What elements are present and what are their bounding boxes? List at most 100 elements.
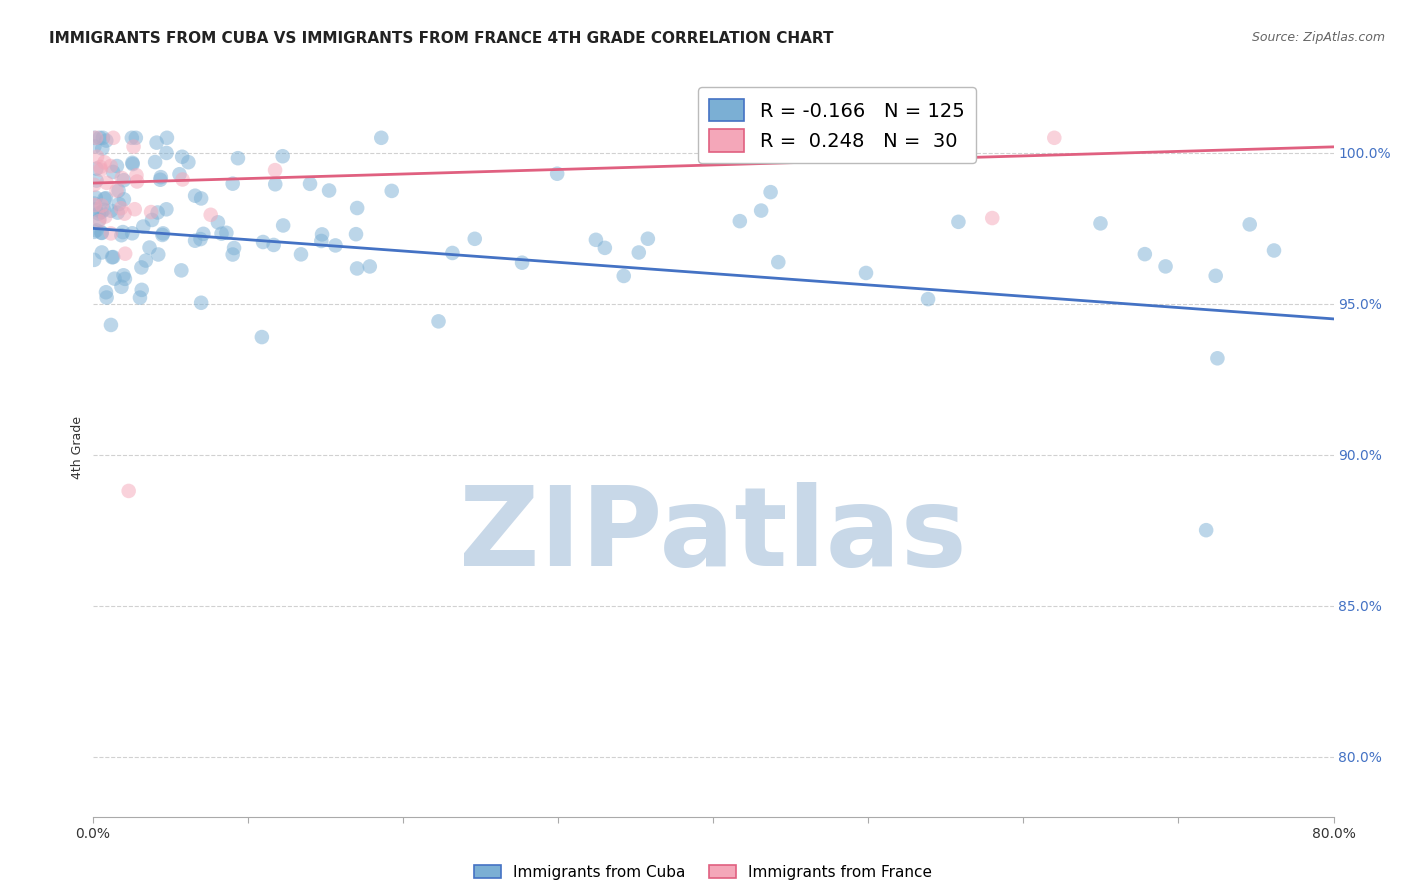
Point <box>200 208 222 222</box>
Point <box>125 168 148 182</box>
Point <box>768 255 790 269</box>
Point <box>87 214 110 228</box>
Point <box>100 159 122 173</box>
Point <box>125 130 148 145</box>
Point <box>86 161 108 176</box>
Point <box>103 130 125 145</box>
Point <box>226 151 249 165</box>
Point <box>90 226 112 240</box>
Point <box>271 149 294 163</box>
Point <box>89 130 111 145</box>
Point <box>110 228 132 243</box>
Point <box>94 285 117 300</box>
Point <box>83 225 105 239</box>
Point <box>96 291 118 305</box>
Point <box>917 292 939 306</box>
Point <box>427 314 450 328</box>
Point <box>101 165 124 179</box>
Point <box>131 260 153 275</box>
Point <box>89 160 111 174</box>
Point <box>221 247 243 261</box>
Point <box>855 266 877 280</box>
Text: IMMIGRANTS FROM CUBA VS IMMIGRANTS FROM FRANCE 4TH GRADE CORRELATION CHART: IMMIGRANTS FROM CUBA VS IMMIGRANTS FROM … <box>49 31 834 46</box>
Point <box>96 176 118 190</box>
Point <box>222 177 245 191</box>
Point <box>139 205 162 219</box>
Point <box>100 227 122 241</box>
Point <box>311 234 333 248</box>
Point <box>100 318 122 332</box>
Point <box>152 227 174 242</box>
Point <box>83 196 105 211</box>
Point <box>112 268 135 283</box>
Point <box>1206 351 1229 366</box>
Legend: R = -0.166   N = 125, R =  0.248   N =  30: R = -0.166 N = 125, R = 0.248 N = 30 <box>697 87 976 163</box>
Point <box>118 483 141 498</box>
Point <box>105 184 128 198</box>
Point <box>83 198 105 212</box>
Point <box>613 268 636 283</box>
Point <box>101 250 124 264</box>
Point <box>250 330 273 344</box>
Point <box>83 130 105 145</box>
Point <box>148 247 170 261</box>
Point <box>121 157 143 171</box>
Point <box>105 159 128 173</box>
Point <box>111 225 134 239</box>
Point <box>114 246 136 260</box>
Point <box>84 202 107 217</box>
Point <box>637 232 659 246</box>
Point <box>93 202 115 217</box>
Point <box>93 192 115 206</box>
Point <box>344 227 367 242</box>
Point <box>172 172 194 186</box>
Point <box>114 272 136 286</box>
Point <box>311 227 333 242</box>
Point <box>110 201 132 215</box>
Point <box>83 178 105 192</box>
Point <box>441 246 464 260</box>
Point <box>1043 130 1066 145</box>
Point <box>169 167 191 181</box>
Point <box>96 134 118 148</box>
Point <box>111 171 134 186</box>
Point <box>370 130 392 145</box>
Point <box>89 212 111 227</box>
Point <box>190 232 212 246</box>
Point <box>90 162 112 177</box>
Point <box>84 191 107 205</box>
Point <box>149 170 172 185</box>
Point <box>546 167 568 181</box>
Point <box>83 139 105 153</box>
Point <box>91 141 114 155</box>
Point <box>141 213 163 227</box>
Point <box>211 227 233 241</box>
Point <box>346 201 368 215</box>
Point <box>193 227 215 241</box>
Point <box>121 156 143 170</box>
Point <box>135 253 157 268</box>
Point <box>86 173 108 187</box>
Point <box>271 219 294 233</box>
Point <box>252 235 274 249</box>
Point <box>93 155 115 169</box>
Point <box>1154 260 1177 274</box>
Point <box>190 295 212 310</box>
Point <box>110 280 132 294</box>
Point <box>101 250 124 264</box>
Point <box>145 136 167 150</box>
Point <box>112 173 135 187</box>
Point <box>299 177 322 191</box>
Point <box>264 163 287 178</box>
Point <box>593 241 616 255</box>
Point <box>107 184 129 198</box>
Point <box>290 247 312 261</box>
Point <box>585 233 607 247</box>
Point <box>184 234 207 248</box>
Point <box>1239 218 1261 232</box>
Point <box>184 188 207 202</box>
Point <box>346 261 368 276</box>
Point <box>108 197 131 211</box>
Point <box>131 283 153 297</box>
Point <box>107 205 129 219</box>
